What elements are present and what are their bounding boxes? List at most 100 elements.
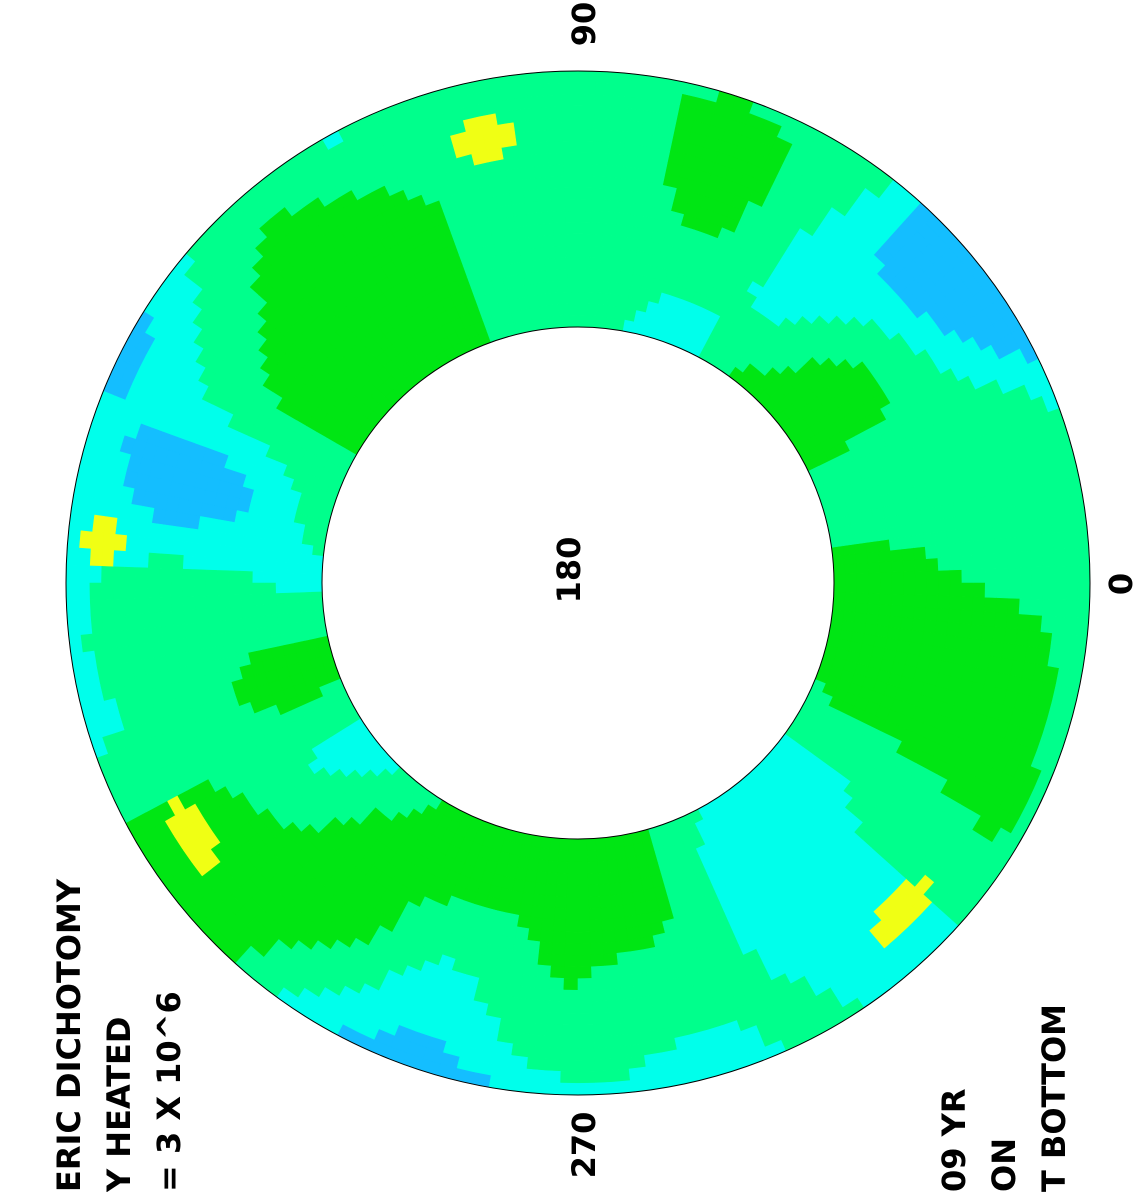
field-cell (78, 530, 93, 550)
field-cell (205, 582, 218, 597)
field-cell (903, 582, 916, 596)
field-cell (159, 596, 173, 613)
field-cell (287, 552, 301, 564)
field-cell (1038, 516, 1053, 535)
field-cell (299, 553, 313, 565)
field-cell (537, 293, 550, 307)
field-cell (523, 880, 537, 895)
field-cell (961, 582, 974, 598)
field-cell (263, 571, 276, 584)
field-cell (1027, 630, 1042, 649)
field-cell (577, 966, 593, 979)
field-cell (529, 235, 544, 250)
field-cell (577, 303, 589, 316)
field-cell (844, 563, 858, 574)
field-cell (623, 131, 642, 146)
field-cell (592, 152, 609, 166)
field-cell (934, 530, 949, 546)
field-cell (879, 593, 893, 606)
field-cell (625, 119, 644, 134)
field-cell (577, 175, 593, 188)
field-cell (888, 615, 903, 629)
field-cell (914, 594, 928, 608)
field-cell (66, 529, 81, 549)
field-cell (217, 594, 231, 609)
field-cell (938, 569, 951, 584)
field-cell (563, 989, 579, 1003)
field-cell (275, 551, 290, 564)
field-cell (532, 258, 546, 273)
field-cell (520, 177, 537, 192)
field-cell (205, 569, 218, 584)
field-cell (587, 872, 600, 886)
field-cell (539, 929, 554, 944)
field-cell (983, 553, 997, 570)
field-cell (618, 283, 631, 297)
field-cell (949, 569, 963, 584)
field-cell (591, 988, 608, 1002)
field-cell (161, 625, 176, 642)
field-cell (593, 129, 610, 143)
field-cell (969, 624, 984, 641)
field-cell (552, 930, 567, 944)
field-cell (593, 1035, 611, 1049)
field-cell (170, 568, 183, 584)
field-cell (594, 94, 613, 108)
field-cell (195, 529, 210, 545)
field-cell (65, 546, 80, 566)
field-cell (561, 128, 579, 142)
field-cell (936, 543, 950, 559)
field-cell (590, 942, 605, 956)
field-cell (529, 118, 547, 132)
field-cell (841, 619, 855, 632)
field-cell (600, 246, 614, 260)
field-cell (617, 189, 634, 204)
field-cell (263, 582, 276, 595)
field-cell (590, 954, 606, 968)
field-cell (126, 628, 141, 647)
field-cell (517, 236, 532, 252)
field-cell (909, 629, 925, 644)
field-cell (608, 129, 626, 144)
field-cell (533, 270, 547, 284)
field-cell (252, 604, 266, 618)
field-cell (623, 903, 637, 918)
field-cell (529, 916, 544, 931)
field-cell (577, 82, 596, 95)
field-cell (100, 566, 114, 584)
field-cell (172, 624, 187, 641)
field-cell (577, 268, 590, 281)
field-cell (65, 564, 79, 584)
field-cell (606, 859, 619, 873)
field-cell (310, 582, 323, 593)
field-cell (914, 582, 928, 596)
field-cell (275, 561, 289, 574)
field-cell (229, 546, 243, 560)
field-cell (577, 152, 594, 165)
field-cell (136, 536, 151, 554)
field-cell (595, 70, 615, 85)
field-cell (610, 893, 624, 908)
field-cell (1031, 582, 1044, 600)
field-cell (546, 1023, 563, 1037)
field-cell (195, 621, 210, 637)
field-cell (88, 565, 102, 584)
field-cell (563, 187, 579, 200)
field-cell (515, 926, 530, 941)
field-cell (549, 315, 561, 329)
field-cell (548, 988, 565, 1002)
field-cell (114, 517, 129, 536)
field-cell (567, 280, 579, 293)
field-cell (577, 105, 595, 119)
field-cell (532, 153, 550, 167)
field-cell (604, 188, 620, 202)
field-cell (287, 602, 301, 614)
field-cell (891, 559, 904, 573)
field-cell (1029, 614, 1043, 632)
field-cell (588, 257, 602, 270)
field-cell (136, 612, 151, 630)
field-cell (866, 602, 881, 615)
field-cell (593, 117, 611, 131)
field-cell (170, 596, 184, 612)
field-cell (194, 542, 209, 558)
